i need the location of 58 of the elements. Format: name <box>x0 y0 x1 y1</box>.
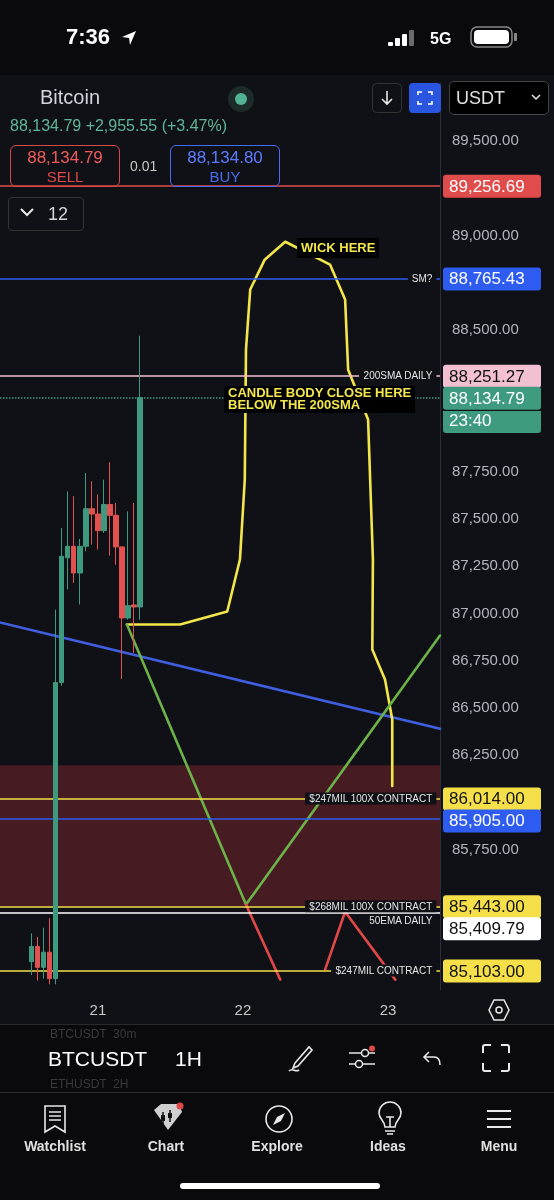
annotation: 200SMA DAILY <box>363 370 433 382</box>
annotation: 12 <box>48 204 69 226</box>
y-tick-label: 86,500.00 <box>452 698 519 716</box>
annotation: WICK HERE <box>297 238 380 258</box>
y-tick-label: 87,750.00 <box>452 461 519 479</box>
ref-line-label: 85,409.79 <box>449 919 525 939</box>
chart-title: Bitcoin <box>40 86 101 109</box>
text: 5G <box>430 29 452 49</box>
annotation: 88,134.80 <box>186 148 264 169</box>
x-tick-label: 22 <box>234 1001 252 1018</box>
annotation: 50EMA DAILY <box>369 915 433 927</box>
y-tick-label: 87,250.00 <box>452 556 519 574</box>
annotation: 0.01 <box>130 158 158 175</box>
ref-line-label: 89,256.69 <box>449 176 525 196</box>
candlestick <box>71 495 76 584</box>
y-tick-label: 87,000.00 <box>452 603 519 621</box>
x-tick-label: 21 <box>89 1001 107 1018</box>
text: BTCUSDT <box>48 1046 148 1072</box>
text: Chart <box>146 1138 186 1155</box>
candlestick <box>47 917 52 985</box>
annotation: BUY <box>208 168 242 186</box>
candlestick <box>35 936 40 982</box>
candlestick <box>41 927 46 980</box>
y-tick-label: 86,250.00 <box>452 745 519 763</box>
text: USDT <box>456 88 505 110</box>
annotation: SM? <box>411 272 433 284</box>
text: 7:36 <box>66 24 111 51</box>
text: Explore <box>250 1138 304 1155</box>
candlestick <box>125 510 131 621</box>
annotation: $268MIL 100X CONTRACT <box>309 900 433 912</box>
y-tick-label: 89,500.00 <box>452 131 519 149</box>
text: 23:40 <box>443 411 541 434</box>
text: Menu <box>479 1138 519 1155</box>
text: 88,134.79 +2,955.55 (+3.47%) <box>10 117 228 135</box>
y-tick-label: 88,500.00 <box>452 320 519 338</box>
annotation: $247MIL 100X CONTRACT <box>309 792 433 804</box>
text: Watchlist <box>23 1138 87 1155</box>
ref-line-label: 85,443.00 <box>449 897 525 917</box>
candlestick <box>131 502 137 654</box>
ref-line-label: 88,251.27 <box>449 366 525 386</box>
annotation: $247MIL CONTRACT <box>335 965 433 977</box>
ref-line-label: 85,905.00 <box>449 811 525 831</box>
y-tick-label: 85,750.00 <box>452 839 519 857</box>
ref-line-label: 88,765.43 <box>449 269 525 289</box>
annotation: 88,134.79 <box>26 148 104 169</box>
x-tick-label: 23 <box>379 1001 397 1018</box>
y-tick-label: 86,750.00 <box>452 650 519 668</box>
ref-line-label: 88,134.79 <box>449 388 525 408</box>
annotation: SELL <box>45 168 85 186</box>
y-tick-label: 89,000.00 <box>452 225 519 243</box>
candlestick <box>29 932 34 976</box>
ref-line-label: 86,014.00 <box>449 789 525 809</box>
annotation: CANDLE BODY CLOSE HERE BELOW THE 200SMA <box>224 385 416 413</box>
text: 1H <box>175 1046 202 1072</box>
ref-line-label: 85,103.00 <box>449 961 525 981</box>
text: Ideas <box>369 1138 407 1155</box>
candlestick <box>101 479 107 534</box>
y-tick-label: 87,500.00 <box>452 509 519 527</box>
